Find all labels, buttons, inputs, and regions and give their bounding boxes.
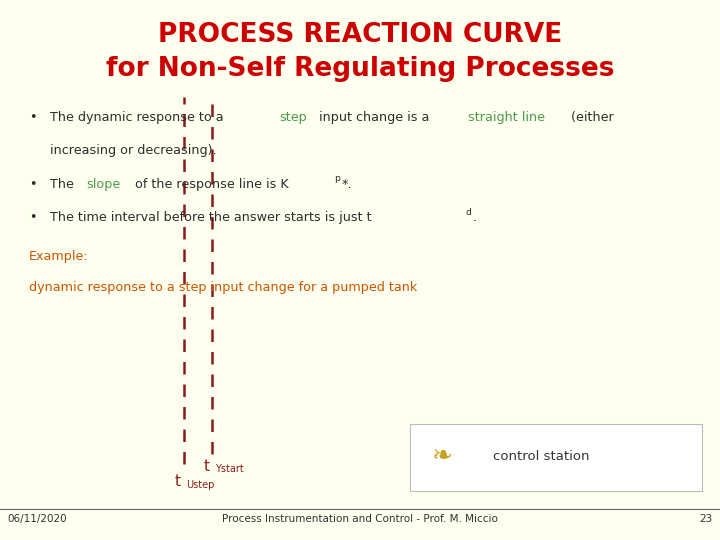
Text: of the response line is K: of the response line is K [130, 178, 288, 191]
Text: increasing or decreasing).: increasing or decreasing). [50, 144, 217, 157]
Text: •: • [29, 211, 36, 224]
Text: (either: (either [567, 111, 614, 124]
Text: input change is a: input change is a [315, 111, 433, 124]
Text: control station: control station [493, 450, 590, 463]
Text: Ustep: Ustep [186, 480, 214, 490]
Text: •: • [29, 111, 36, 124]
Text: Process Instrumentation and Control - Prof. M. Miccio: Process Instrumentation and Control - Pr… [222, 515, 498, 524]
Text: The time interval before the answer starts is just t: The time interval before the answer star… [50, 211, 372, 224]
Text: The dynamic response to a: The dynamic response to a [50, 111, 228, 124]
Text: *.: *. [341, 178, 352, 191]
Text: 23: 23 [700, 515, 713, 524]
Text: PROCESS REACTION CURVE: PROCESS REACTION CURVE [158, 22, 562, 48]
Text: Ystart: Ystart [215, 464, 243, 475]
Text: slope: slope [86, 178, 121, 191]
Text: Example:: Example: [29, 250, 89, 263]
Text: 06/11/2020: 06/11/2020 [7, 515, 67, 524]
Text: .: . [473, 211, 477, 224]
Text: ❧: ❧ [431, 444, 451, 468]
Text: for Non-Self Regulating Processes: for Non-Self Regulating Processes [106, 56, 614, 82]
Text: The: The [50, 178, 78, 191]
Text: p: p [334, 174, 340, 184]
Text: step: step [279, 111, 307, 124]
Text: d: d [465, 208, 472, 217]
Text: dynamic response to a step input change for a pumped tank: dynamic response to a step input change … [29, 281, 417, 294]
Text: t: t [175, 474, 181, 489]
Text: straight line: straight line [468, 111, 545, 124]
Text: •: • [29, 178, 36, 191]
Text: t: t [204, 459, 210, 474]
FancyBboxPatch shape [410, 424, 702, 491]
